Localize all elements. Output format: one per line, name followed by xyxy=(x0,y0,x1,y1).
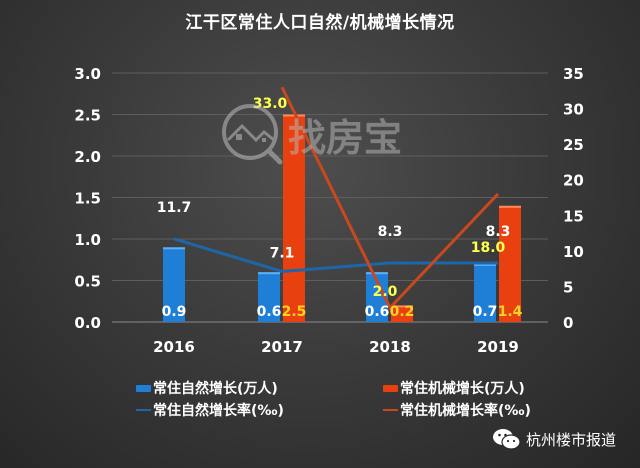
line-label: 18.0 xyxy=(471,240,506,256)
legend-swatch-blue-line xyxy=(136,409,151,411)
legend-item-natural-rate: 常住自然增长率(‰) xyxy=(136,400,284,420)
y-tick-label: 2.0 xyxy=(74,148,101,166)
line-series xyxy=(173,86,500,311)
legend-item-natural-growth: 常住自然增长(万人) xyxy=(136,378,278,398)
bar-highlight xyxy=(499,205,521,208)
brand-watermark: 找房宝 xyxy=(218,100,402,168)
line-label: 8.3 xyxy=(486,224,511,240)
y-tick-label: 2.5 xyxy=(74,107,101,125)
x-tick-label: 2017 xyxy=(261,338,303,356)
line-label: 8.3 xyxy=(378,224,403,240)
legend-swatch-blue-bar xyxy=(136,384,151,392)
y2-tick-label: 10 xyxy=(563,243,584,261)
bar-mechanical-growth xyxy=(391,305,413,322)
bar-label: 0.6 xyxy=(257,304,282,320)
y-tick-label: 1.5 xyxy=(74,190,101,208)
bar-mechanical-growth xyxy=(499,205,521,322)
right-y-axis: 0 5 10 15 20 25 30 35 xyxy=(563,65,584,332)
y2-tick-label: 35 xyxy=(563,65,584,83)
bar-natural-growth xyxy=(474,263,496,322)
line-mechanical-rate xyxy=(280,86,500,311)
bar-natural-growth xyxy=(366,272,388,322)
legend-label: 常住自然增长率(‰) xyxy=(153,403,284,419)
y-tick-label: 0.5 xyxy=(74,273,101,291)
bar-label: 1.4 xyxy=(498,304,523,320)
x-tick-label: 2018 xyxy=(369,338,411,356)
wechat-icon xyxy=(493,429,521,450)
brand-text: 找房宝 xyxy=(288,115,403,160)
bar-natural-growth xyxy=(258,272,280,322)
bar-highlight xyxy=(283,114,305,117)
bar-label: 0.9 xyxy=(162,304,187,320)
y2-tick-label: 5 xyxy=(563,278,573,296)
x-tick-label: 2016 xyxy=(153,338,195,356)
bar-highlight xyxy=(474,263,496,266)
line-label: 2.0 xyxy=(373,284,398,300)
bar-label: 0.6 xyxy=(365,304,390,320)
x-tick-label: 2019 xyxy=(477,338,519,356)
data-labels: 0.9 0.6 2.5 0.6 0.2 0.7 1.411.77.18.3 8.333.02.… xyxy=(157,96,523,320)
y2-tick-label: 30 xyxy=(563,101,584,119)
legend-label: 常住自然增长(万人) xyxy=(153,381,278,397)
legend-label: 常住机械增长(万人) xyxy=(400,381,525,397)
y2-tick-label: 25 xyxy=(563,136,584,154)
left-y-axis: 0.0 0.5 1.0 1.5 2.0 2.5 3.0 xyxy=(74,65,101,332)
line-label: 11.7 xyxy=(157,200,192,216)
source-text: 杭州楼市报道 xyxy=(526,430,617,449)
bar-natural-growth xyxy=(163,247,185,322)
bar-label: 0.2 xyxy=(390,304,415,320)
y2-tick-label: 15 xyxy=(563,207,584,225)
bar-label: 2.5 xyxy=(282,304,307,320)
bar-label: 0.7 xyxy=(473,304,498,320)
x-axis: 2016 2017 2018 2019 xyxy=(153,338,519,356)
source-watermark: 杭州楼市报道 xyxy=(492,428,616,450)
bar-highlight xyxy=(366,272,388,275)
y2-tick-label: 0 xyxy=(563,314,573,332)
legend-swatch-red-bar xyxy=(383,384,398,392)
legend-swatch-red-line xyxy=(383,409,398,411)
bar-highlight xyxy=(163,247,185,250)
y-tick-label: 3.0 xyxy=(74,65,101,83)
y2-tick-label: 20 xyxy=(563,172,584,190)
line-label: 7.1 xyxy=(270,245,295,261)
legend-item-mechanical-rate: 常住机械增长率(‰) xyxy=(383,400,531,420)
chart-title: 江干区常住人口自然/机械增长情况 xyxy=(185,13,455,33)
line-natural-rate xyxy=(173,237,498,274)
bar-highlight xyxy=(391,305,413,308)
y-tick-label: 0.0 xyxy=(74,314,101,332)
y-tick-label: 1.0 xyxy=(74,231,101,249)
legend-item-mechanical-growth: 常住机械增长(万人) xyxy=(383,378,525,398)
bar-highlight xyxy=(258,272,280,275)
legend-label: 常住机械增长率(‰) xyxy=(400,403,531,419)
magnifier-house-icon xyxy=(222,104,283,165)
